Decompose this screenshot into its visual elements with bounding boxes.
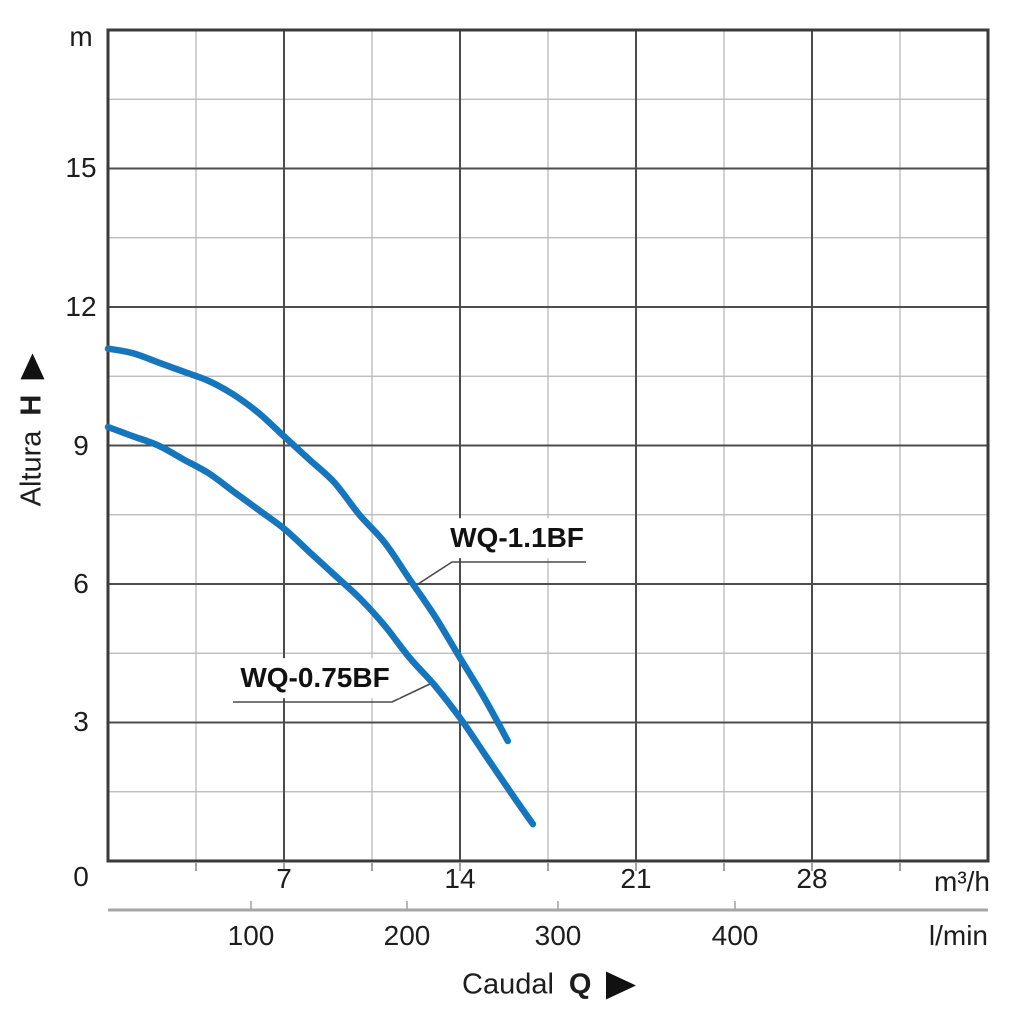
axis-tick-marks (195, 863, 901, 871)
y-tick-label-6: 6 (73, 568, 89, 599)
x-tick-label-7: 7 (276, 863, 292, 894)
curve-wq-1-1bf (104, 345, 512, 745)
major-gridlines (108, 30, 988, 861)
x-axis-unit-m3h-label: m³/h (934, 866, 990, 897)
x-axis-unit-lmin-label: l/min (928, 920, 988, 951)
x-tick-label-21: 21 (620, 863, 652, 894)
x-axis-title: Caudal Q (462, 968, 637, 1001)
y-tick-label-15: 15 (65, 152, 97, 183)
lmin-tick-label-300: 300 (534, 920, 582, 951)
origin-label: 0 (73, 861, 89, 892)
leader-line-wq-1-1bf (414, 561, 586, 587)
curve-label-wq-1-1bf: WQ-1.1BF (440, 518, 594, 558)
leader-line-wq-0-75bf (233, 682, 433, 703)
lmin-tick-marks (250, 901, 736, 909)
lmin-tick-label-400: 400 (711, 920, 759, 951)
x-axis-title-symbol: Q (568, 968, 592, 1001)
right-arrow-icon (606, 971, 637, 999)
up-arrow-icon (20, 353, 44, 380)
lmin-tick-label-200: 200 (383, 920, 431, 951)
x-tick-label-28: 28 (796, 863, 828, 894)
y-tick-label-9: 9 (73, 430, 89, 461)
curve-wq-0-75bf (104, 423, 537, 828)
y-axis-title-symbol: H (15, 394, 48, 416)
x-axis-title-name: Caudal (462, 968, 554, 1001)
curve-label-wq-0-75bf: WQ-0.75BF (230, 658, 400, 698)
x-tick-label-14: 14 (444, 863, 476, 894)
y-axis-title: Altura H (15, 353, 48, 507)
plot-border (106, 28, 990, 863)
y-tick-label-12: 12 (65, 291, 97, 322)
y-axis-unit-label: m (69, 21, 93, 52)
lmin-tick-label-100: 100 (227, 920, 275, 951)
y-axis-title-name: Altura (15, 430, 48, 507)
y-tick-label-3: 3 (73, 706, 89, 737)
